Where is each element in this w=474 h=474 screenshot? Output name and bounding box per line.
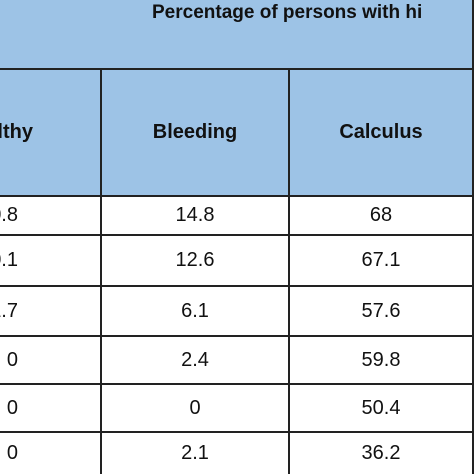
table-cell: 1.7 xyxy=(0,299,18,322)
grid-line xyxy=(0,335,474,337)
table-cell: 2.4 xyxy=(181,348,209,371)
table-cell: 36.2 xyxy=(361,442,401,464)
table-cell: 14.8 xyxy=(175,204,215,226)
table-cell: 67.1 xyxy=(361,249,401,271)
table-cell: 12.6 xyxy=(175,249,215,271)
grid-line xyxy=(0,195,474,197)
grid-line xyxy=(0,285,474,287)
grid-line xyxy=(100,68,102,474)
table-cell: 0 xyxy=(6,396,18,419)
column-header-healthy: althy xyxy=(0,121,33,143)
grid-line xyxy=(0,383,474,385)
table-cell: 0 xyxy=(6,442,18,464)
table-cell: 68 xyxy=(369,204,393,226)
table-cell: 0 xyxy=(6,348,18,371)
grid-line xyxy=(0,431,474,433)
table-cell: 0.8 xyxy=(0,204,18,226)
table-cell: 59.8 xyxy=(361,348,401,371)
table-cell: 50.4 xyxy=(361,396,401,419)
grid-line xyxy=(0,68,474,70)
table-cell: 0 xyxy=(189,396,201,419)
table-cell: 6.1 xyxy=(181,299,209,322)
table-cell: 0.1 xyxy=(0,249,18,271)
table-cell: 2.1 xyxy=(181,442,209,464)
grid-line xyxy=(0,234,474,236)
table-header-band xyxy=(0,0,474,195)
column-header-bleeding: Bleeding xyxy=(152,121,238,143)
table-cell: 57.6 xyxy=(361,299,401,322)
column-header-calculus: Calculus xyxy=(339,121,423,143)
grid-line xyxy=(288,68,290,474)
group-header-title: Percentage of persons with hi xyxy=(152,2,423,23)
grid-line xyxy=(472,0,474,474)
